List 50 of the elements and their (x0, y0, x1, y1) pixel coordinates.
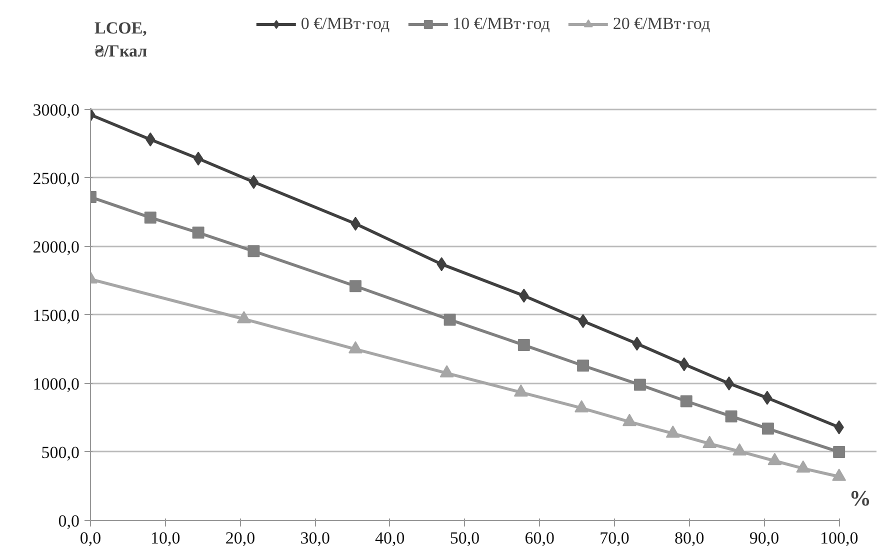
point (514, 384, 528, 397)
point (732, 443, 747, 456)
point (796, 460, 810, 473)
point (762, 422, 774, 435)
y-tick-label: 0,0 (58, 512, 80, 530)
point (193, 152, 204, 166)
x-tick-label: 10,0 (150, 528, 180, 548)
point (248, 245, 260, 258)
point (192, 226, 204, 239)
x-tick-label: 80,0 (674, 528, 704, 548)
point (574, 400, 589, 412)
x-tick-label: 50,0 (450, 528, 480, 548)
x-tick-label: 40,0 (375, 528, 405, 548)
legend-label: 0 €/МВт·год (300, 14, 390, 34)
y-tick-label: 3000,0 (32, 100, 80, 120)
x-tick-label: 60,0 (524, 528, 555, 548)
point (348, 341, 362, 354)
x-tick-label: 30,0 (300, 528, 330, 548)
x-tick-label: 70,0 (600, 528, 630, 548)
y-tick-label: 2500,0 (32, 168, 80, 188)
y-tick-label: 500,0 (41, 442, 80, 462)
point (768, 452, 782, 466)
point (440, 365, 454, 378)
point (702, 436, 717, 448)
x-tick-label: 100,0 (820, 528, 858, 548)
legend-label: 10 €/МВт·год (452, 14, 550, 34)
point (666, 425, 680, 438)
x-tick-label: 0,0 (80, 528, 102, 548)
point (236, 311, 251, 324)
y-tick-label: 1500,0 (32, 306, 80, 325)
point (762, 390, 772, 405)
x-tick-label: 20,0 (225, 528, 256, 548)
point (444, 314, 456, 326)
point (144, 212, 156, 224)
y-axis-title: LCOE, ₴/Гкал (94, 18, 148, 60)
legend-label: 20 €/МВт·год (612, 14, 710, 34)
point (833, 446, 846, 458)
point (248, 174, 259, 189)
point (832, 468, 846, 481)
point (577, 360, 590, 372)
point (680, 395, 692, 408)
point (725, 410, 738, 422)
x-tick-label: 90,0 (749, 528, 780, 548)
point (622, 414, 636, 426)
y-tick-label: 1000,0 (32, 374, 80, 394)
point (349, 280, 362, 292)
point (518, 339, 530, 352)
x-axis-title: % (849, 486, 872, 510)
y-tick-label: 2000,0 (32, 237, 80, 256)
point (634, 378, 646, 391)
